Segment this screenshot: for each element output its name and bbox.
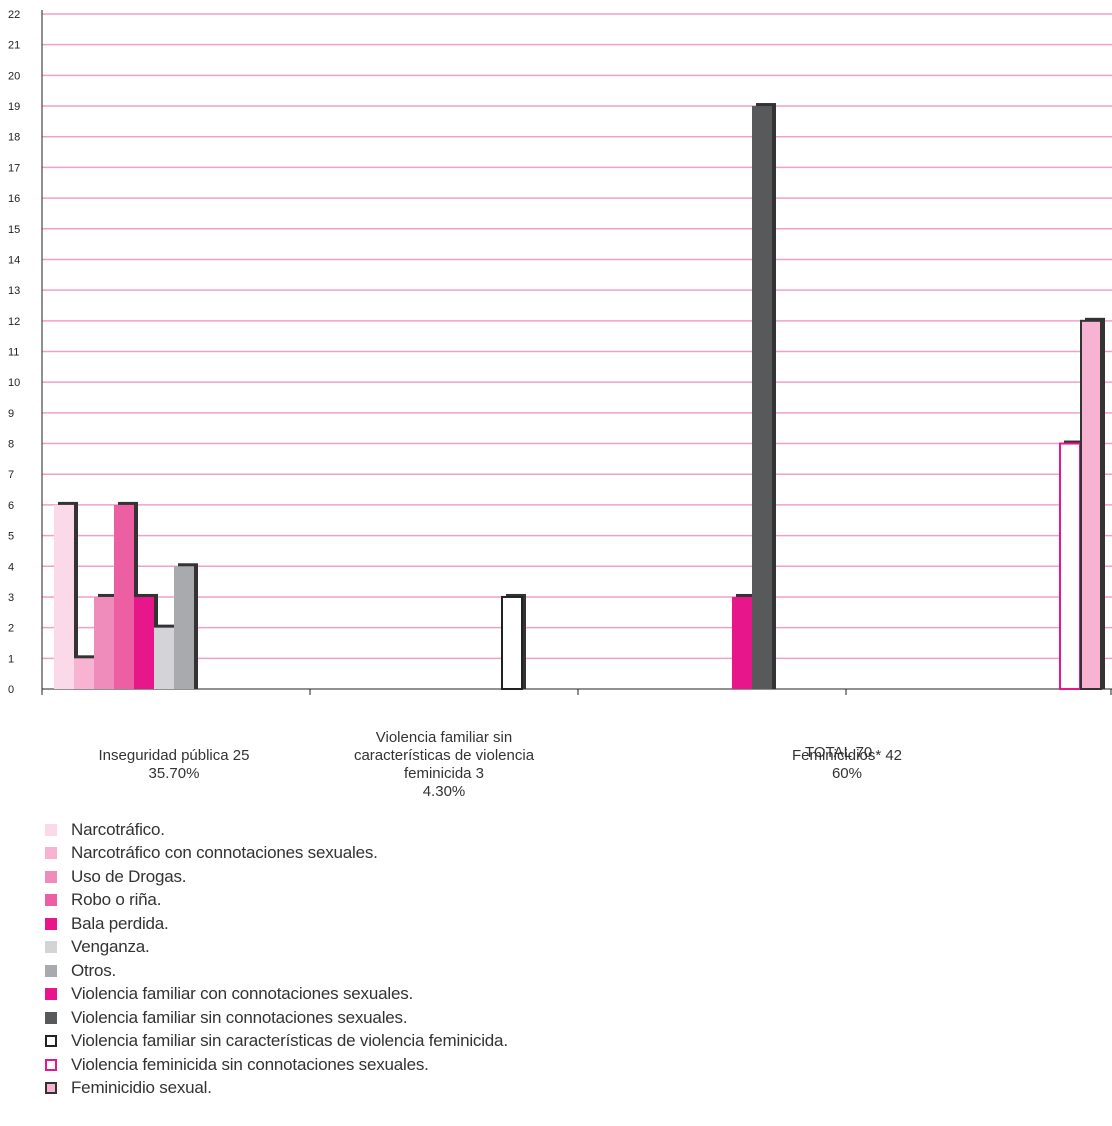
legend-swatch bbox=[45, 941, 57, 954]
y-tick-label: 12 bbox=[8, 316, 20, 328]
y-tick-label: 17 bbox=[8, 162, 20, 174]
legend-swatch bbox=[45, 988, 57, 1001]
legend-label: Uso de Drogas. bbox=[71, 866, 187, 886]
y-tick-label: 19 bbox=[8, 101, 20, 113]
legend-item: Narcotráfico con connotaciones sexuales. bbox=[45, 842, 508, 866]
legend-swatch bbox=[45, 1082, 57, 1095]
y-tick-label: 4 bbox=[8, 561, 14, 573]
y-tick-label: 13 bbox=[8, 285, 20, 297]
legend-item: Bala perdida. bbox=[45, 912, 508, 936]
legend-label: Narcotráfico. bbox=[71, 819, 165, 839]
legend-label: Violencia familiar sin connotaciones sex… bbox=[71, 1007, 408, 1027]
legend-swatch bbox=[45, 870, 57, 883]
bar bbox=[54, 504, 74, 689]
bar bbox=[134, 596, 154, 689]
category-label-feminicidios: Feminicidios* 42 60% bbox=[791, 747, 903, 782]
legend-label: Feminicidio sexual. bbox=[71, 1078, 212, 1098]
y-tick-label: 5 bbox=[8, 531, 14, 543]
total-label: TOTAL 70 bbox=[805, 744, 873, 761]
bar bbox=[1059, 442, 1081, 690]
y-tick-label: 16 bbox=[8, 193, 20, 205]
legend-swatch bbox=[45, 1035, 57, 1048]
y-tick-label: 20 bbox=[8, 70, 20, 82]
legend-label: Venganza. bbox=[71, 937, 150, 957]
legend-item: Uso de Drogas. bbox=[45, 865, 508, 889]
category-box-violencia-familiar: Violencia familiar sin características d… bbox=[311, 716, 577, 814]
bar bbox=[154, 627, 174, 689]
legend-swatch bbox=[45, 823, 57, 836]
y-tick-label: 7 bbox=[8, 469, 14, 481]
bar bbox=[732, 596, 752, 689]
legend-item: Otros. bbox=[45, 959, 508, 983]
category-box-inseguridad: Inseguridad pública 25 35.70% bbox=[42, 716, 306, 814]
legend-label: Violencia feminicida sin connotaciones s… bbox=[71, 1054, 429, 1074]
legend-item: Feminicidio sexual. bbox=[45, 1077, 508, 1101]
legend-label: Violencia familiar con connotaciones sex… bbox=[71, 984, 414, 1004]
bar bbox=[94, 596, 114, 689]
legend-swatch bbox=[45, 1058, 57, 1071]
legend-item: Robo o riña. bbox=[45, 889, 508, 913]
legend-item: Violencia familiar con connotaciones sex… bbox=[45, 983, 508, 1007]
category-label-violencia-familiar: Violencia familiar sin características d… bbox=[353, 729, 535, 800]
legend-label: Robo o riña. bbox=[71, 890, 162, 910]
legend-item: Violencia feminicida sin connotaciones s… bbox=[45, 1053, 508, 1077]
bar bbox=[1080, 319, 1102, 690]
category-box-feminicidios: Feminicidios* 42 60% bbox=[582, 716, 1112, 814]
y-tick-label: 22 bbox=[8, 9, 20, 21]
y-tick-label: 11 bbox=[8, 347, 19, 359]
y-tick-label: 9 bbox=[8, 408, 14, 420]
legend-swatch bbox=[45, 894, 57, 907]
y-tick-label: 18 bbox=[8, 132, 20, 144]
legend-label: Otros. bbox=[71, 960, 117, 980]
legend-swatch bbox=[45, 964, 57, 977]
legend-item: Violencia familiar sin connotaciones sex… bbox=[45, 1006, 508, 1030]
legend-swatch bbox=[45, 917, 57, 930]
legend-swatch bbox=[45, 1011, 57, 1024]
y-tick-label: 10 bbox=[8, 377, 20, 389]
legend-item: Narcotráfico. bbox=[45, 818, 508, 842]
y-tick-label: 1 bbox=[8, 653, 14, 665]
legend: Narcotráfico. Narcotráfico con connotaci… bbox=[45, 818, 508, 1100]
bar bbox=[174, 566, 194, 689]
y-tick-label: 14 bbox=[8, 254, 20, 266]
y-tick-label: 15 bbox=[8, 224, 20, 236]
bar bbox=[501, 595, 523, 690]
y-tick-label: 8 bbox=[8, 439, 14, 451]
legend-label: Narcotráfico con connotaciones sexuales. bbox=[71, 843, 378, 863]
y-tick-label: 6 bbox=[8, 500, 14, 512]
bar bbox=[114, 504, 134, 689]
y-tick-label: 3 bbox=[8, 592, 14, 604]
legend-label: Bala perdida. bbox=[71, 913, 169, 933]
bar bbox=[752, 106, 772, 689]
y-tick-label: 2 bbox=[8, 623, 14, 635]
legend-item: Violencia familiar sin características d… bbox=[45, 1030, 508, 1054]
bar bbox=[74, 658, 94, 689]
y-tick-label: 21 bbox=[8, 40, 20, 52]
legend-label: Violencia familiar sin características d… bbox=[71, 1031, 508, 1051]
y-tick-label: 0 bbox=[8, 684, 14, 696]
category-label-inseguridad: Inseguridad pública 25 35.70% bbox=[98, 747, 250, 782]
legend-item: Venganza. bbox=[45, 936, 508, 960]
legend-swatch bbox=[45, 847, 57, 860]
